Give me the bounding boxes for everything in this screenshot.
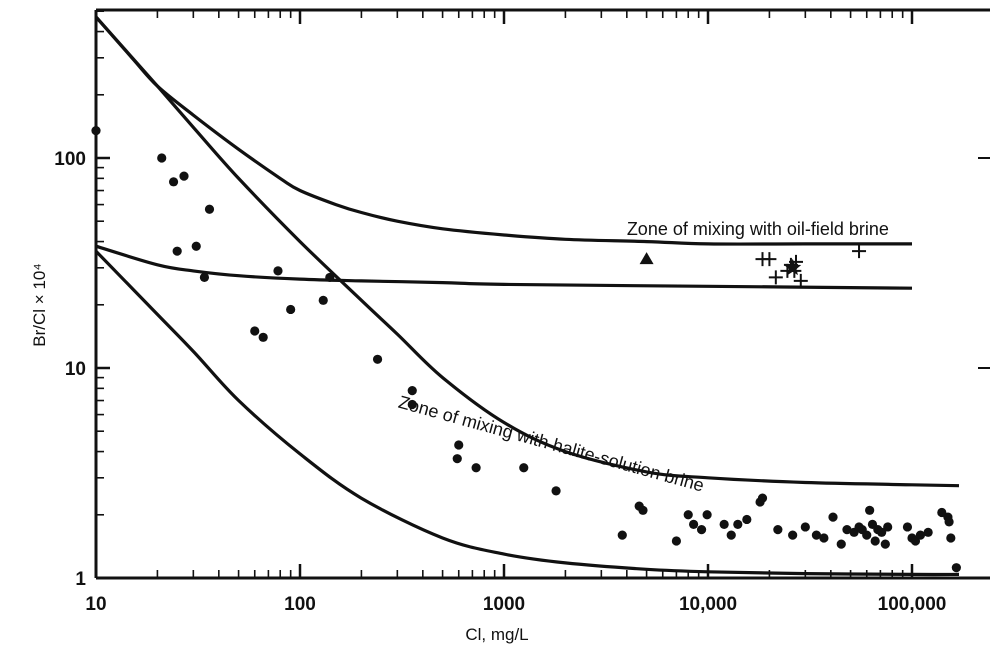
tick-marks	[94, 10, 990, 580]
data-point-circle	[702, 510, 712, 520]
data-point-circle	[719, 519, 729, 529]
data-point-circle	[273, 266, 283, 276]
annotation-oil-field: Zone of mixing with oil-field brine	[627, 219, 889, 239]
data-point-circle	[696, 525, 707, 535]
x-tick-label: 100,000	[878, 594, 947, 615]
data-point-circle	[671, 536, 682, 546]
data-point-circle	[773, 525, 783, 535]
data-point-circle	[726, 530, 736, 540]
data-point-circle	[407, 386, 417, 396]
data-point-circle	[862, 530, 872, 540]
data-point-circle	[258, 332, 268, 342]
data-point-circle	[870, 536, 880, 546]
x-tick-label: 10	[85, 594, 106, 615]
data-point-circle	[325, 272, 335, 283]
data-point-circle	[902, 522, 913, 532]
x-tick-label: 100	[284, 594, 316, 615]
zone-curve-4	[94, 250, 960, 577]
data-point-circle	[191, 241, 201, 251]
y-tick-label: 10	[65, 359, 86, 380]
x-tick-label: 10,000	[679, 594, 737, 615]
zone-curve-3	[94, 15, 960, 488]
data-point-plus	[762, 252, 777, 267]
data-point-circle	[452, 454, 462, 464]
data-point-circle	[915, 530, 926, 540]
data-point-circle	[800, 522, 810, 532]
data-point-circle	[836, 539, 846, 549]
y-axis-title: Br/Cl × 10⁴	[30, 263, 49, 346]
data-point-star	[784, 258, 802, 276]
data-point-circle	[168, 177, 179, 187]
data-point-circle	[923, 527, 933, 537]
tick-labels: 10 100 1000 10,000 100,000 1 10 100	[54, 149, 946, 615]
data-point-circle	[689, 519, 699, 529]
zone-curve-2	[95, 244, 913, 290]
data-point-circle	[883, 522, 893, 532]
data-point-circle	[811, 530, 822, 540]
data-point-circle	[880, 539, 890, 549]
data-point-circle	[179, 171, 189, 181]
data-point-circle	[91, 126, 101, 136]
data-point-circle	[819, 533, 829, 543]
zone-curve-1	[94, 15, 912, 246]
zone-curves	[94, 15, 960, 577]
data-point-circle	[683, 510, 693, 520]
data-point-circle	[877, 527, 887, 537]
data-point-triangle	[639, 252, 654, 265]
data-point-circle	[454, 440, 464, 450]
y-tick-label: 1	[75, 569, 86, 590]
data-point-circle	[951, 563, 961, 573]
data-point-plus	[852, 244, 867, 259]
data-point-plus	[768, 270, 783, 285]
data-point-circle	[617, 530, 627, 540]
data-point-circle	[199, 272, 210, 283]
data-point-circle	[250, 326, 260, 336]
data-point-circle	[318, 295, 328, 305]
data-point-circle	[519, 463, 529, 473]
data-point-circle	[944, 517, 954, 527]
data-point-circle	[172, 246, 182, 256]
annotation-halite: Zone of mixing with halite-solution brin…	[396, 392, 706, 496]
data-point-circle	[407, 399, 417, 410]
data-point-circle	[865, 505, 875, 515]
data-point-circle	[788, 530, 798, 540]
data-point-plus	[793, 273, 808, 288]
data-point-circle	[204, 204, 215, 214]
x-tick-label: 1000	[483, 594, 525, 615]
data-points	[91, 126, 961, 573]
y-tick-label: 100	[54, 149, 86, 170]
data-point-circle	[286, 304, 296, 315]
data-point-circle	[471, 463, 481, 473]
data-point-circle	[828, 512, 838, 522]
data-point-circle	[372, 354, 383, 364]
x-axis-title: Cl, mg/L	[465, 625, 528, 644]
data-point-circle	[551, 486, 561, 496]
data-point-circle	[638, 505, 648, 515]
data-point-circle	[742, 514, 752, 525]
data-point-circle	[157, 153, 167, 163]
axes	[94, 8, 990, 580]
data-point-circle	[757, 493, 768, 503]
data-point-circle	[946, 533, 956, 543]
data-point-circle	[842, 525, 852, 535]
data-point-circle	[733, 519, 743, 529]
